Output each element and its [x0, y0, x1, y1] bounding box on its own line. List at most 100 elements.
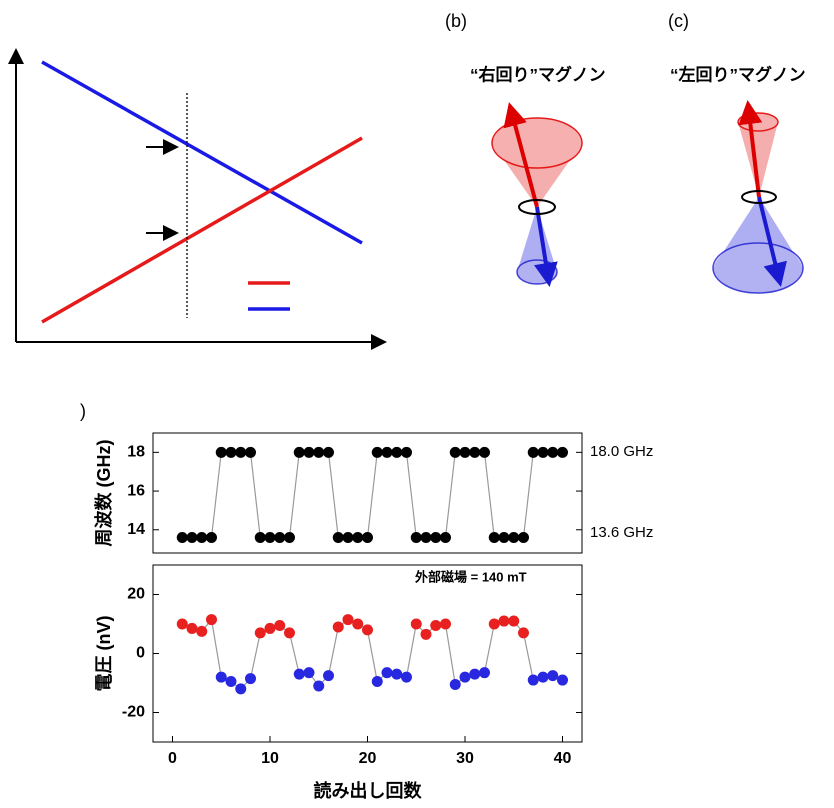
data-point: [254, 532, 266, 544]
data-point: [254, 627, 266, 639]
data-point: [557, 446, 568, 458]
x-tick-label: 20: [359, 750, 377, 767]
data-point: [371, 676, 383, 688]
data-point: [518, 627, 529, 639]
data-point: [401, 446, 412, 458]
data-point: [245, 446, 256, 458]
data-point: [274, 532, 286, 544]
y-tick-label: -20: [122, 704, 145, 721]
y-tick-label: 14: [127, 521, 145, 538]
data-point: [410, 532, 422, 544]
data-point: [284, 532, 295, 544]
data-point: [420, 628, 432, 640]
y-tick-label: 0: [136, 645, 145, 662]
data-point: [332, 532, 344, 544]
data-point: [186, 622, 198, 634]
data-point: [176, 532, 188, 544]
data-point: [430, 619, 442, 631]
data-point: [479, 446, 490, 458]
data-point: [508, 615, 520, 627]
data-point: [264, 532, 276, 544]
x-tick-label: 30: [456, 750, 474, 767]
data-point: [459, 446, 471, 458]
series-line: [182, 451, 563, 539]
y-tick-label: 16: [127, 482, 145, 499]
data-point: [371, 446, 383, 458]
data-point: [537, 446, 549, 458]
data-point: [352, 532, 364, 544]
data-point: [401, 671, 412, 683]
data-point: [206, 532, 217, 544]
data-point: [284, 627, 295, 639]
data-point: [440, 618, 451, 630]
data-point: [264, 622, 276, 634]
magnon-diagram-c: (c) “左回り”マグノン: [668, 11, 806, 294]
data-point: [235, 683, 247, 695]
data-point: [323, 670, 334, 682]
data-point: [381, 446, 393, 458]
y-axis-label: 周波数 (GHz): [93, 440, 114, 547]
data-point: [537, 671, 549, 683]
panel-label: (c): [668, 11, 689, 31]
data-point: [293, 668, 305, 680]
data-point: [225, 676, 237, 688]
data-point: [449, 678, 461, 690]
data-point: [342, 614, 354, 626]
data-point: [362, 624, 373, 636]
data-point: [245, 673, 256, 685]
data-point: [469, 668, 481, 680]
data-point: [313, 446, 325, 458]
data-point: [225, 446, 237, 458]
panel-title: “左回り”マグノン: [670, 64, 806, 84]
data-point: [206, 614, 217, 626]
y-axis-label: 電圧 (nV): [94, 616, 114, 692]
data-point: [469, 446, 481, 458]
x-tick-label: 0: [168, 750, 177, 767]
data-point: [215, 446, 227, 458]
data-point: [235, 446, 247, 458]
data-point: [381, 667, 393, 679]
x-tick-label: 40: [554, 750, 572, 767]
data-point: [518, 532, 529, 544]
data-point: [449, 446, 461, 458]
data-point: [410, 618, 422, 630]
panel-title: “右回り”マグノン: [470, 64, 606, 84]
data-point: [196, 625, 208, 637]
data-point: [362, 532, 373, 544]
data-point: [342, 532, 354, 544]
data-point: [303, 446, 315, 458]
annotation: 外部磁場 = 140 mT: [414, 569, 527, 584]
data-point: [498, 532, 510, 544]
data-point: [547, 670, 559, 682]
panel-label: (b): [445, 11, 467, 31]
schematic: [8, 48, 387, 350]
data-point: [527, 446, 539, 458]
x-tick-label: 10: [261, 750, 279, 767]
data-point: [176, 618, 188, 630]
data-point: [196, 532, 208, 544]
panel-label: ): [80, 401, 86, 421]
data-point: [323, 446, 334, 458]
data-point: [313, 680, 325, 692]
data-point: [391, 668, 403, 680]
data-point: [420, 532, 432, 544]
data-point: [440, 532, 451, 544]
data-point: [391, 446, 403, 458]
data-point: [498, 615, 510, 627]
data-point: [527, 674, 539, 686]
data-point: [459, 671, 471, 683]
y-tick-label: 18: [127, 444, 145, 461]
data-point: [332, 621, 344, 633]
magnon-diagram-b: (b) “右回り”マグノン: [445, 11, 606, 287]
data-point: [488, 532, 500, 544]
data-point: [352, 618, 364, 630]
data-point: [479, 667, 490, 679]
annotation: 18.0 GHz: [590, 443, 653, 460]
data-point: [215, 671, 227, 683]
y-tick-label: 20: [127, 586, 145, 603]
data-point: [508, 532, 520, 544]
data-point: [547, 446, 559, 458]
data-point: [488, 618, 500, 630]
data-point: [274, 619, 286, 631]
